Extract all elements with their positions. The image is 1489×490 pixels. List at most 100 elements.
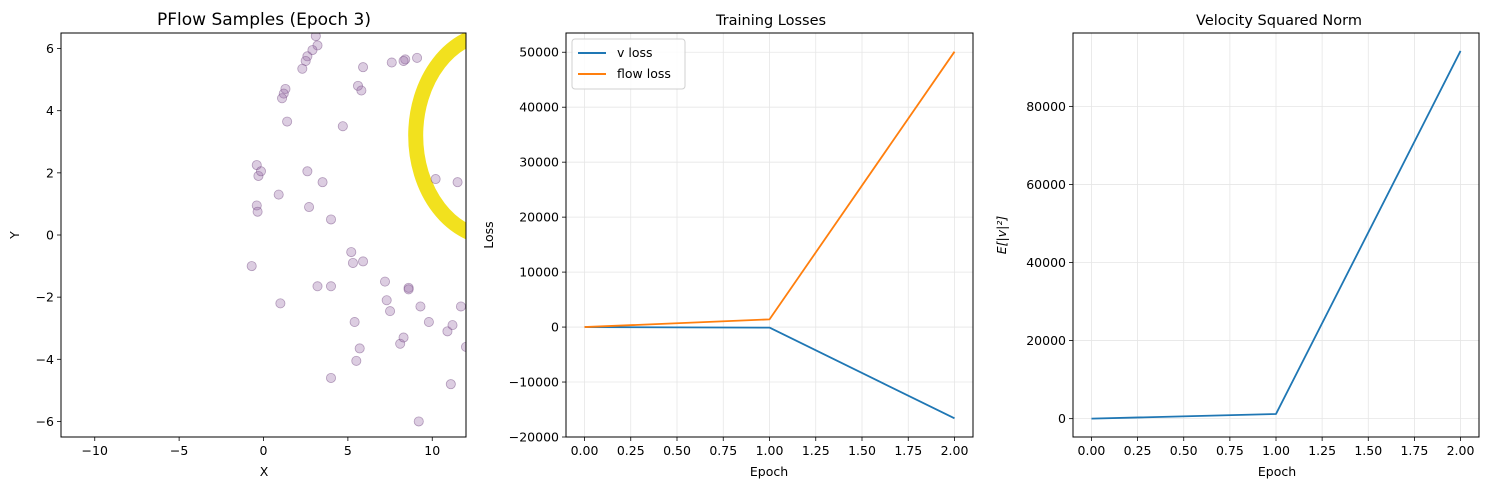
y-tick-label: 50000 — [519, 45, 559, 60]
velocity-title: Velocity Squared Norm — [1196, 13, 1362, 29]
x-tick-label: 1.75 — [894, 443, 922, 458]
losses-grid — [566, 33, 973, 438]
velocity-grid — [1073, 33, 1479, 437]
x-tick-label: 0.75 — [1216, 443, 1244, 458]
scatter-point — [356, 85, 367, 96]
sample-arc — [408, 33, 466, 240]
losses-y-label: Loss — [481, 221, 496, 248]
legend-label-v-loss: v loss — [617, 45, 653, 60]
y-tick-label: −4 — [36, 352, 54, 367]
scatter-point — [423, 317, 434, 328]
scatter-point — [403, 284, 414, 295]
scatter-point — [412, 52, 423, 63]
scatter-point — [347, 257, 358, 268]
scatter-point — [255, 166, 266, 177]
scatter-y-label: Y — [7, 231, 22, 240]
x-tick-label: 1.00 — [756, 443, 784, 458]
scatter-point — [442, 326, 453, 337]
scatter-point — [398, 55, 409, 66]
y-tick-label: 80000 — [1026, 99, 1066, 114]
scatter-points — [246, 33, 466, 427]
y-tick-label: 0 — [46, 228, 54, 243]
losses-x-ticks: 0.00 0.25 0.50 0.75 1.00 1.25 1.50 1.75 2.00 — [571, 437, 969, 458]
scatter-point — [325, 214, 336, 225]
x-tick-label: 1.50 — [1354, 443, 1382, 458]
scatter-point — [445, 379, 456, 390]
scatter-point — [310, 33, 321, 42]
sample-arc-band — [408, 33, 466, 240]
scatter-point — [252, 206, 263, 217]
y-tick-label: 40000 — [519, 100, 559, 115]
y-tick-label: 2 — [46, 165, 54, 180]
x-tick-label: 2.00 — [941, 443, 969, 458]
scatter-point — [346, 247, 357, 258]
scatter-point — [403, 282, 414, 293]
y-tick-label: −2 — [36, 290, 54, 305]
scatter-point — [278, 88, 289, 99]
x-tick-label: 0.50 — [663, 443, 691, 458]
x-tick-label: 1.25 — [1308, 443, 1336, 458]
scatter-point — [273, 189, 284, 200]
y-tick-label: 10000 — [519, 265, 559, 280]
x-tick-label: 0.25 — [1124, 443, 1152, 458]
x-tick-label: 2.00 — [1447, 443, 1475, 458]
x-tick-label: 10 — [424, 443, 440, 458]
scatter-x-label: X — [260, 464, 269, 479]
scatter-point — [282, 116, 293, 127]
scatter-point — [395, 338, 406, 349]
velocity-line — [1091, 50, 1462, 420]
legend-box — [571, 38, 686, 90]
y-tick-label: 0 — [551, 320, 559, 335]
y-tick-label: −6 — [36, 414, 54, 429]
panel-training-losses: Training Losses 0.00 0.25 0.50 0.75 1.00 1.25… — [481, 13, 974, 479]
scatter-point — [379, 276, 390, 287]
velocity-x-ticks: 0.00 0.25 0.50 0.75 1.00 1.25 1.50 1.75 2.00 — [1078, 437, 1475, 458]
scatter-point — [251, 200, 262, 211]
panel-velocity-norm: Velocity Squared Norm 0.00 0.25 0.50 0.75 1.… — [994, 13, 1480, 479]
velocity-y-ticks: 0 20000 40000 60000 80000 — [1026, 99, 1073, 426]
scatter-point — [415, 301, 426, 312]
scatter-point — [277, 93, 288, 104]
y-tick-label: 40000 — [1026, 255, 1066, 270]
scatter-point — [312, 281, 323, 292]
scatter-point — [317, 177, 328, 188]
scatter-point — [275, 298, 286, 309]
scatter-point — [302, 51, 313, 62]
x-tick-label: 0 — [260, 443, 268, 458]
scatter-x-ticks: −10 −5 0 5 10 — [82, 437, 440, 458]
losses-x-label: Epoch — [750, 464, 788, 479]
scatter-point — [351, 355, 362, 366]
scatter-point — [430, 174, 441, 185]
x-tick-label: −10 — [82, 443, 108, 458]
y-tick-label: 30000 — [519, 155, 559, 170]
scatter-point — [280, 83, 291, 94]
scatter-point — [386, 57, 397, 68]
x-tick-label: 0.25 — [617, 443, 645, 458]
x-tick-label: 0.00 — [1078, 443, 1106, 458]
scatter-point — [352, 80, 363, 91]
x-tick-label: 1.75 — [1400, 443, 1428, 458]
scatter-title: PFlow Samples (Epoch 3) — [157, 10, 371, 30]
y-tick-label: 20000 — [1026, 333, 1066, 348]
series-line — [584, 326, 955, 420]
scatter-point — [300, 55, 311, 66]
y-tick-label: −10000 — [509, 375, 559, 390]
scatter-point — [304, 202, 315, 213]
y-tick-label: 60000 — [1026, 177, 1066, 192]
scatter-point — [325, 281, 336, 292]
losses-y-ticks: −20000 −10000 0 10000 20000 30000 40000 50000 — [509, 45, 566, 445]
velocity-y-label: E[|v|²] — [994, 216, 1009, 255]
scatter-point — [302, 166, 313, 177]
scatter-axes-frame — [60, 32, 467, 438]
scatter-point — [297, 63, 308, 74]
scatter-point — [385, 306, 396, 317]
losses-lines — [584, 51, 956, 420]
y-tick-label: 0 — [1058, 411, 1066, 426]
panel-scatter: PFlow Samples (Epoch 3) −10 −5 0 5 10 −6 −4 −2… — [7, 10, 467, 479]
x-tick-label: 1.25 — [802, 443, 830, 458]
scatter-point — [455, 301, 466, 312]
x-tick-label: 0.00 — [571, 443, 599, 458]
scatter-point — [325, 372, 336, 383]
scatter-y-ticks: −6 −4 −2 0 2 4 6 — [36, 41, 61, 429]
